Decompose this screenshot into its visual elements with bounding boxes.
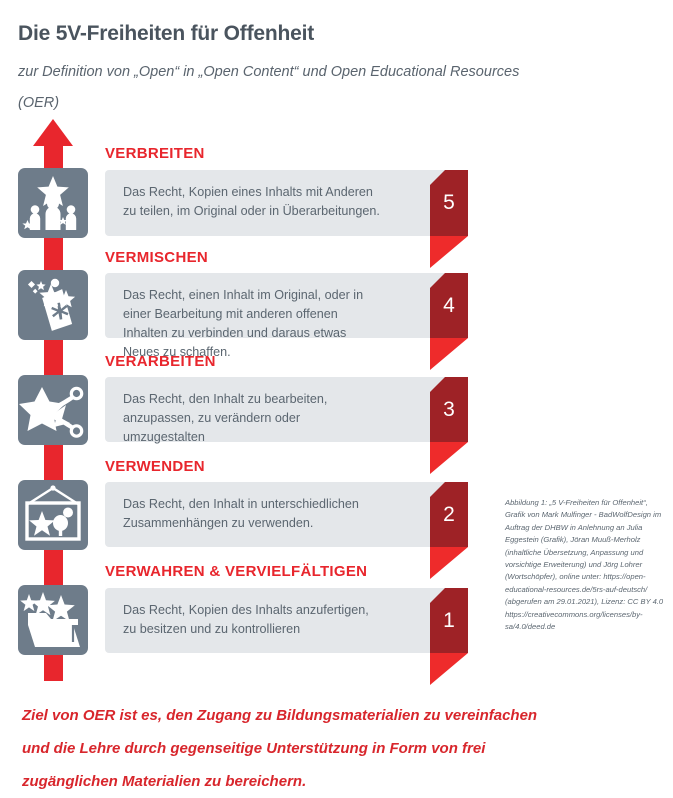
- closing-statement: Ziel von OER ist es, den Zugang zu Bildu…: [22, 707, 538, 790]
- freedom-number: 4: [430, 273, 468, 338]
- freedom-number-ribbon: 2: [430, 482, 468, 579]
- freedom-heading: VERARBEITEN: [105, 353, 216, 370]
- page-title: Die 5V-Freiheiten für Offenheit: [18, 22, 315, 46]
- freedom-number: 1: [430, 588, 468, 653]
- folder-stars-icon: [18, 585, 88, 655]
- freedom-heading: VERWENDEN: [105, 458, 205, 475]
- freedom-heading: VERWAHREN & VERVIELFÄLTIGEN: [105, 563, 368, 580]
- freedom-description: Das Recht, einen Inhalt im Original, ode…: [105, 273, 453, 359]
- upward-red-arrow-head: [33, 119, 73, 146]
- three-people-star-icon: [18, 168, 88, 238]
- freedom-number-ribbon: 5: [430, 170, 468, 268]
- ribbon-tail: [430, 338, 468, 370]
- picture-frame-icon: [18, 480, 88, 550]
- tag-sparkle-icon: [18, 270, 88, 340]
- ribbon-tail: [430, 547, 468, 579]
- freedom-description: Das Recht, Kopien eines Inhalts mit Ande…: [105, 170, 453, 236]
- scissors-star-icon: [18, 375, 88, 445]
- ribbon-tail: [430, 442, 468, 474]
- freedom-number-ribbon: 3: [430, 377, 468, 474]
- freedom-number-ribbon: 4: [430, 273, 468, 370]
- freedom-heading: VERMISCHEN: [105, 249, 209, 266]
- freedom-description: Das Recht, Kopien des Inhalts anzufertig…: [105, 588, 453, 653]
- freedom-heading: VERBREITEN: [105, 145, 205, 162]
- ribbon-tail: [430, 236, 468, 268]
- freedom-number: 2: [430, 482, 468, 547]
- page-subtitle: zur Definition von „Open“ in „Open Conte…: [18, 64, 520, 111]
- freedom-number: 5: [430, 170, 468, 236]
- freedom-description: Das Recht, den Inhalt zu bearbeiten, anz…: [105, 377, 453, 444]
- freedom-number: 3: [430, 377, 468, 442]
- freedom-number-ribbon: 1: [430, 588, 468, 685]
- freedom-description: Das Recht, den Inhalt in unterschiedlich…: [105, 482, 453, 547]
- ribbon-tail: [430, 653, 468, 685]
- figure-caption: Abbildung 1: „5 V-Freiheiten für Offenhe…: [505, 498, 664, 632]
